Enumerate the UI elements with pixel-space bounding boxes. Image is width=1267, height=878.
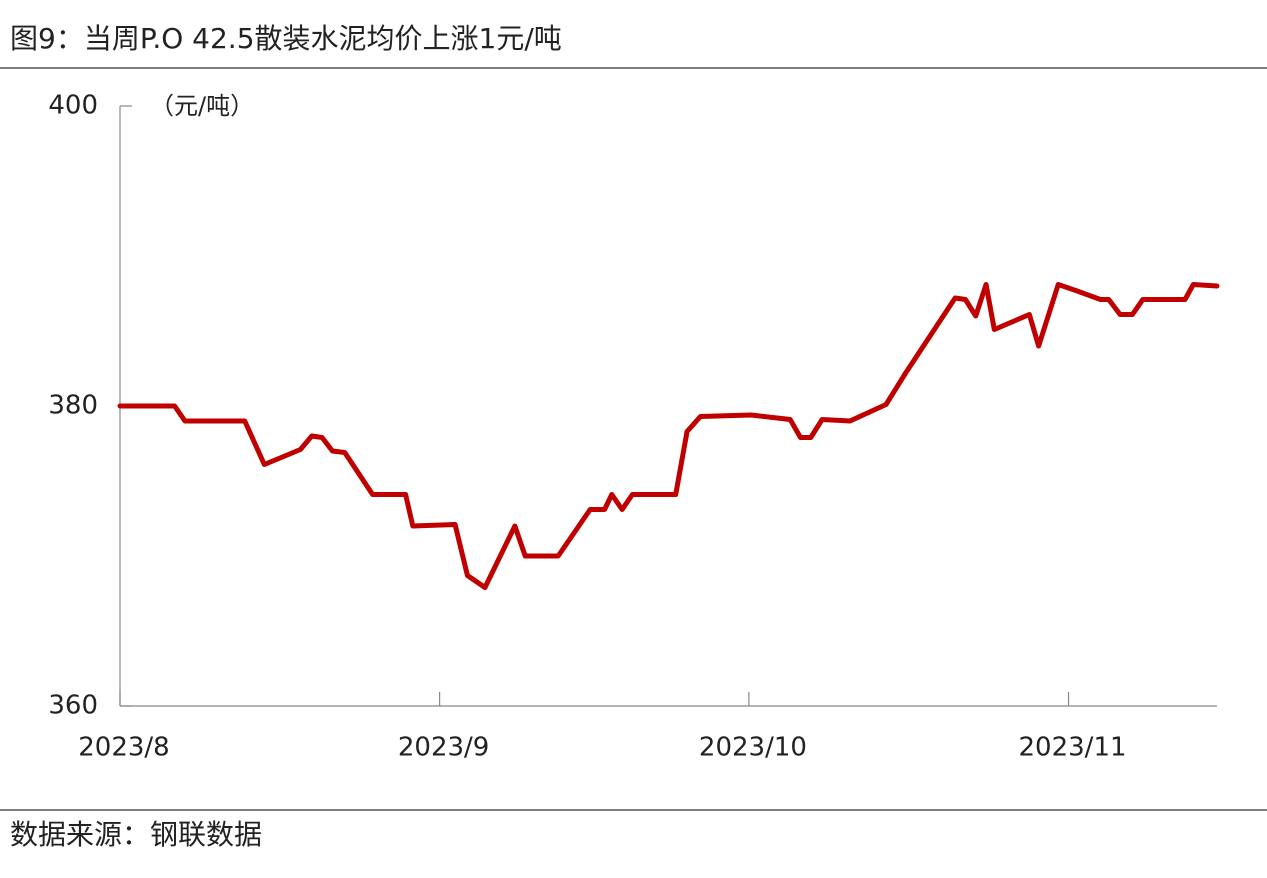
x-tick-label: 2023/9 xyxy=(398,733,489,763)
y-tick-label: 380 xyxy=(48,391,98,421)
source: 数据来源：钢联数据 xyxy=(10,818,262,851)
y-tick-label: 360 xyxy=(48,691,98,721)
data-line xyxy=(117,282,1220,590)
x-tick-label: 2023/11 xyxy=(1019,733,1127,763)
x-tick-label: 2023/10 xyxy=(699,733,807,763)
x-tick-label: 2023/8 xyxy=(78,733,169,763)
unit-label: （元/吨） xyxy=(150,92,254,120)
chart-title: 图9：当周P.O 42.5散装水泥均价上涨1元/吨 xyxy=(10,22,562,55)
y-tick-label: 400 xyxy=(48,91,98,121)
